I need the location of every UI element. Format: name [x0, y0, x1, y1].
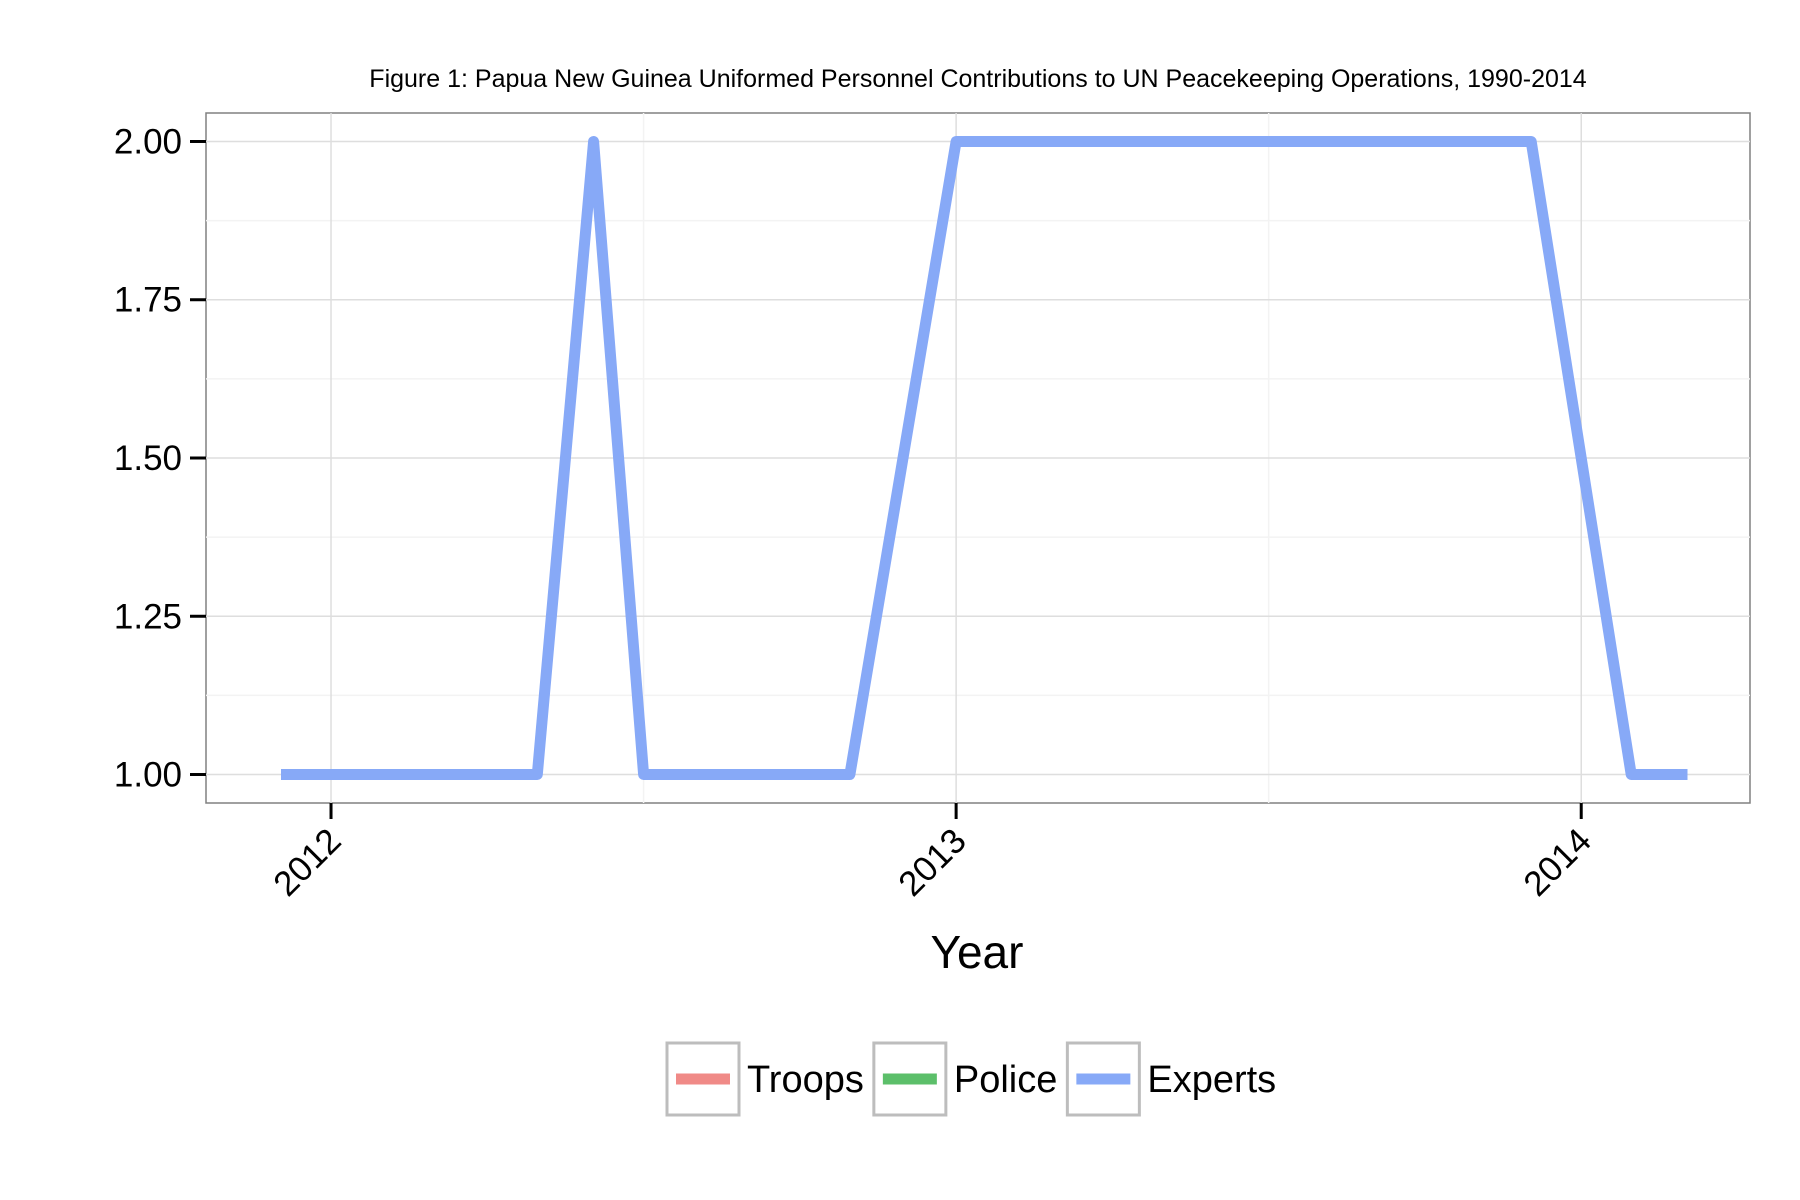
x-axis-title: Year [931, 926, 1024, 978]
y-axis: 1.00 1.25 1.50 1.75 2.00 [114, 122, 206, 795]
y-tick-label: 2.00 [114, 122, 182, 161]
legend-label-police: Police [954, 1059, 1058, 1101]
y-tick-label: 1.00 [114, 756, 182, 795]
legend-label-troops: Troops [747, 1059, 864, 1101]
chart-title: Figure 1: Papua New Guinea Uniformed Per… [369, 65, 1586, 93]
y-tick-label: 1.75 [114, 281, 182, 320]
legend: Troops Police Experts [665, 1041, 1276, 1117]
series-line-experts [281, 136, 1688, 780]
legend-label-experts: Experts [1147, 1059, 1276, 1101]
y-tick-label: 1.25 [114, 597, 182, 636]
y-tick-label: 1.50 [114, 439, 182, 478]
series-lines [281, 136, 1688, 780]
